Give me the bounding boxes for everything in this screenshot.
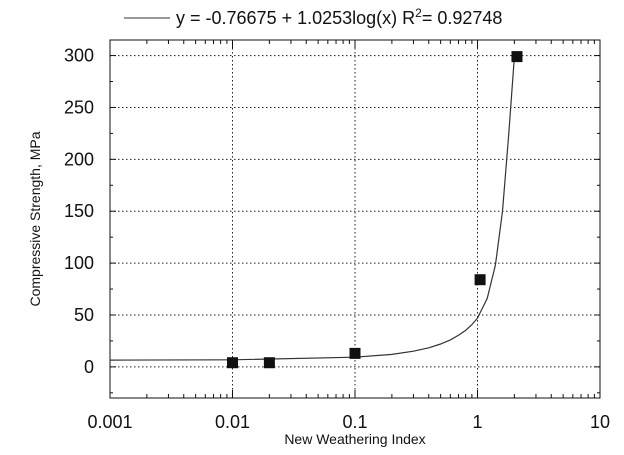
y-tick-label: 300 bbox=[64, 46, 94, 66]
y-tick-label: 100 bbox=[64, 253, 94, 273]
x-axis-title: New Weathering Index bbox=[284, 431, 425, 447]
data-point bbox=[349, 347, 361, 359]
y-tick-label: 250 bbox=[64, 97, 94, 117]
grid bbox=[110, 40, 600, 398]
series bbox=[109, 51, 523, 369]
x-tick-label: 10 bbox=[590, 412, 610, 432]
data-point bbox=[263, 357, 275, 369]
x-tick-label: 1 bbox=[472, 412, 482, 432]
y-tick-label: 150 bbox=[64, 201, 94, 221]
y-tick-labels: 0 50 100 150 200 250 300 bbox=[64, 46, 94, 377]
y-tick-label: 0 bbox=[84, 357, 94, 377]
axis-ticks bbox=[109, 40, 601, 398]
legend: y = -0.76675 + 1.0253log(x) R2= 0.92748 bbox=[124, 6, 502, 28]
y-tick-label: 50 bbox=[74, 305, 94, 325]
y-tick-label: 200 bbox=[64, 149, 94, 169]
data-point bbox=[511, 51, 523, 63]
fit-line bbox=[109, 56, 515, 361]
y-axis-title: Compressive Strength, MPa bbox=[27, 131, 43, 306]
legend-label: y = -0.76675 + 1.0253log(x) R2= 0.92748 bbox=[176, 6, 502, 28]
x-tick-label: 0.01 bbox=[215, 412, 250, 432]
x-tick-label: 0.001 bbox=[87, 412, 132, 432]
data-point bbox=[474, 274, 486, 286]
data-point bbox=[227, 357, 238, 369]
x-tick-labels: 0.001 0.01 0.1 1 10 bbox=[87, 412, 610, 432]
x-tick-label: 0.1 bbox=[342, 412, 367, 432]
